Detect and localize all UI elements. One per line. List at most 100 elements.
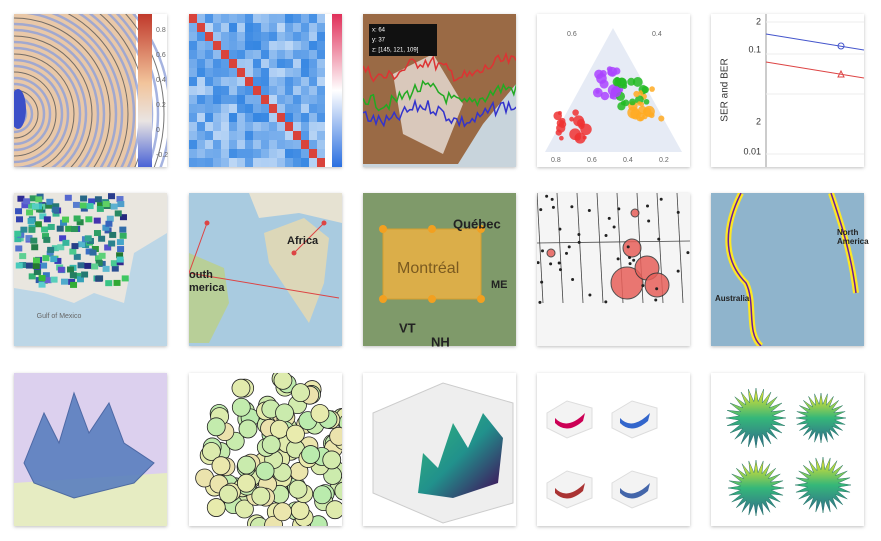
label: 0.6 [587,157,597,164]
cell [253,86,261,95]
cell [261,41,269,50]
county [27,217,35,224]
county [60,219,68,226]
dot [617,207,621,211]
county [105,220,113,227]
thumbnail[interactable] [14,373,167,526]
cell [221,50,229,59]
county [104,244,112,251]
cell [205,23,213,32]
cell [285,95,293,104]
thumbnail[interactable]: SER and BER 2 0.1 2 0.01 [711,14,864,167]
cell [293,77,301,86]
bubble [622,238,642,258]
county [88,198,96,205]
cell [245,59,253,68]
cell [205,113,213,122]
cell [245,86,253,95]
dot [558,227,562,231]
cell [189,140,197,149]
cell [285,149,293,158]
dot [537,261,540,265]
cell [229,158,237,167]
contour [14,22,106,167]
county [46,250,54,257]
county [116,256,124,263]
cell [301,95,309,104]
cell [189,14,197,23]
thumbnail[interactable] [711,373,864,526]
cell [309,140,317,149]
thumbnail[interactable] [537,373,690,526]
cell [229,68,237,77]
dot [676,210,680,214]
dot [616,257,620,261]
cell [261,59,269,68]
cell [309,149,317,158]
cell [285,23,293,32]
cell [213,113,221,122]
thumbnail[interactable] [363,373,516,526]
cell [221,23,229,32]
dot [654,298,658,302]
cell [317,158,325,167]
thumbnail[interactable]: 0.6 0.4 0.8 0.6 0.4 0.2 [537,14,690,167]
cell [261,86,269,95]
cell [301,50,309,59]
thumbnail[interactable] [537,193,690,346]
county [117,246,125,253]
label: outh [189,269,213,281]
county [50,256,58,263]
cell [309,50,317,59]
county [91,245,99,252]
thumbnail[interactable] [189,370,365,536]
contour [14,58,70,167]
box [382,228,482,300]
cell [269,77,277,86]
county [102,224,110,231]
thumbnail[interactable]: x: 64 y: 37 z: [145, 121, 109] [363,14,519,167]
cell [197,59,205,68]
label: 0.01 [743,146,761,156]
cell [293,86,301,95]
sphere [727,459,785,517]
county [34,221,42,228]
thumbnail[interactable] [189,14,342,167]
cell [277,14,285,23]
cell [189,23,197,32]
cell [277,59,285,68]
cell [269,23,277,32]
county [113,279,121,286]
county [96,275,104,282]
contour [125,14,165,167]
cell [261,104,269,113]
line [363,51,516,83]
thumbnail[interactable]: 0.8 0.6 0.4 0.2 0 -0.2 [0,0,170,270]
cell [293,131,301,140]
county [38,281,46,288]
cell [205,104,213,113]
cell [213,140,221,149]
cell [221,95,229,104]
cell [285,41,293,50]
thumb-content [546,400,658,509]
county [110,260,118,267]
cell [293,113,301,122]
ring [231,397,251,417]
cell [309,113,317,122]
county [116,252,124,259]
surface [620,483,650,499]
point [632,77,643,87]
cell [213,68,221,77]
cell [301,158,309,167]
cell [293,68,301,77]
thumbnail[interactable]: Québec Montréal ME VT NH [363,193,516,349]
county [105,280,113,287]
bubble [610,266,644,300]
thumbnail[interactable]: Gulf of Mexico [14,193,167,346]
county [59,235,67,242]
ring [206,417,226,437]
cell [309,122,317,131]
